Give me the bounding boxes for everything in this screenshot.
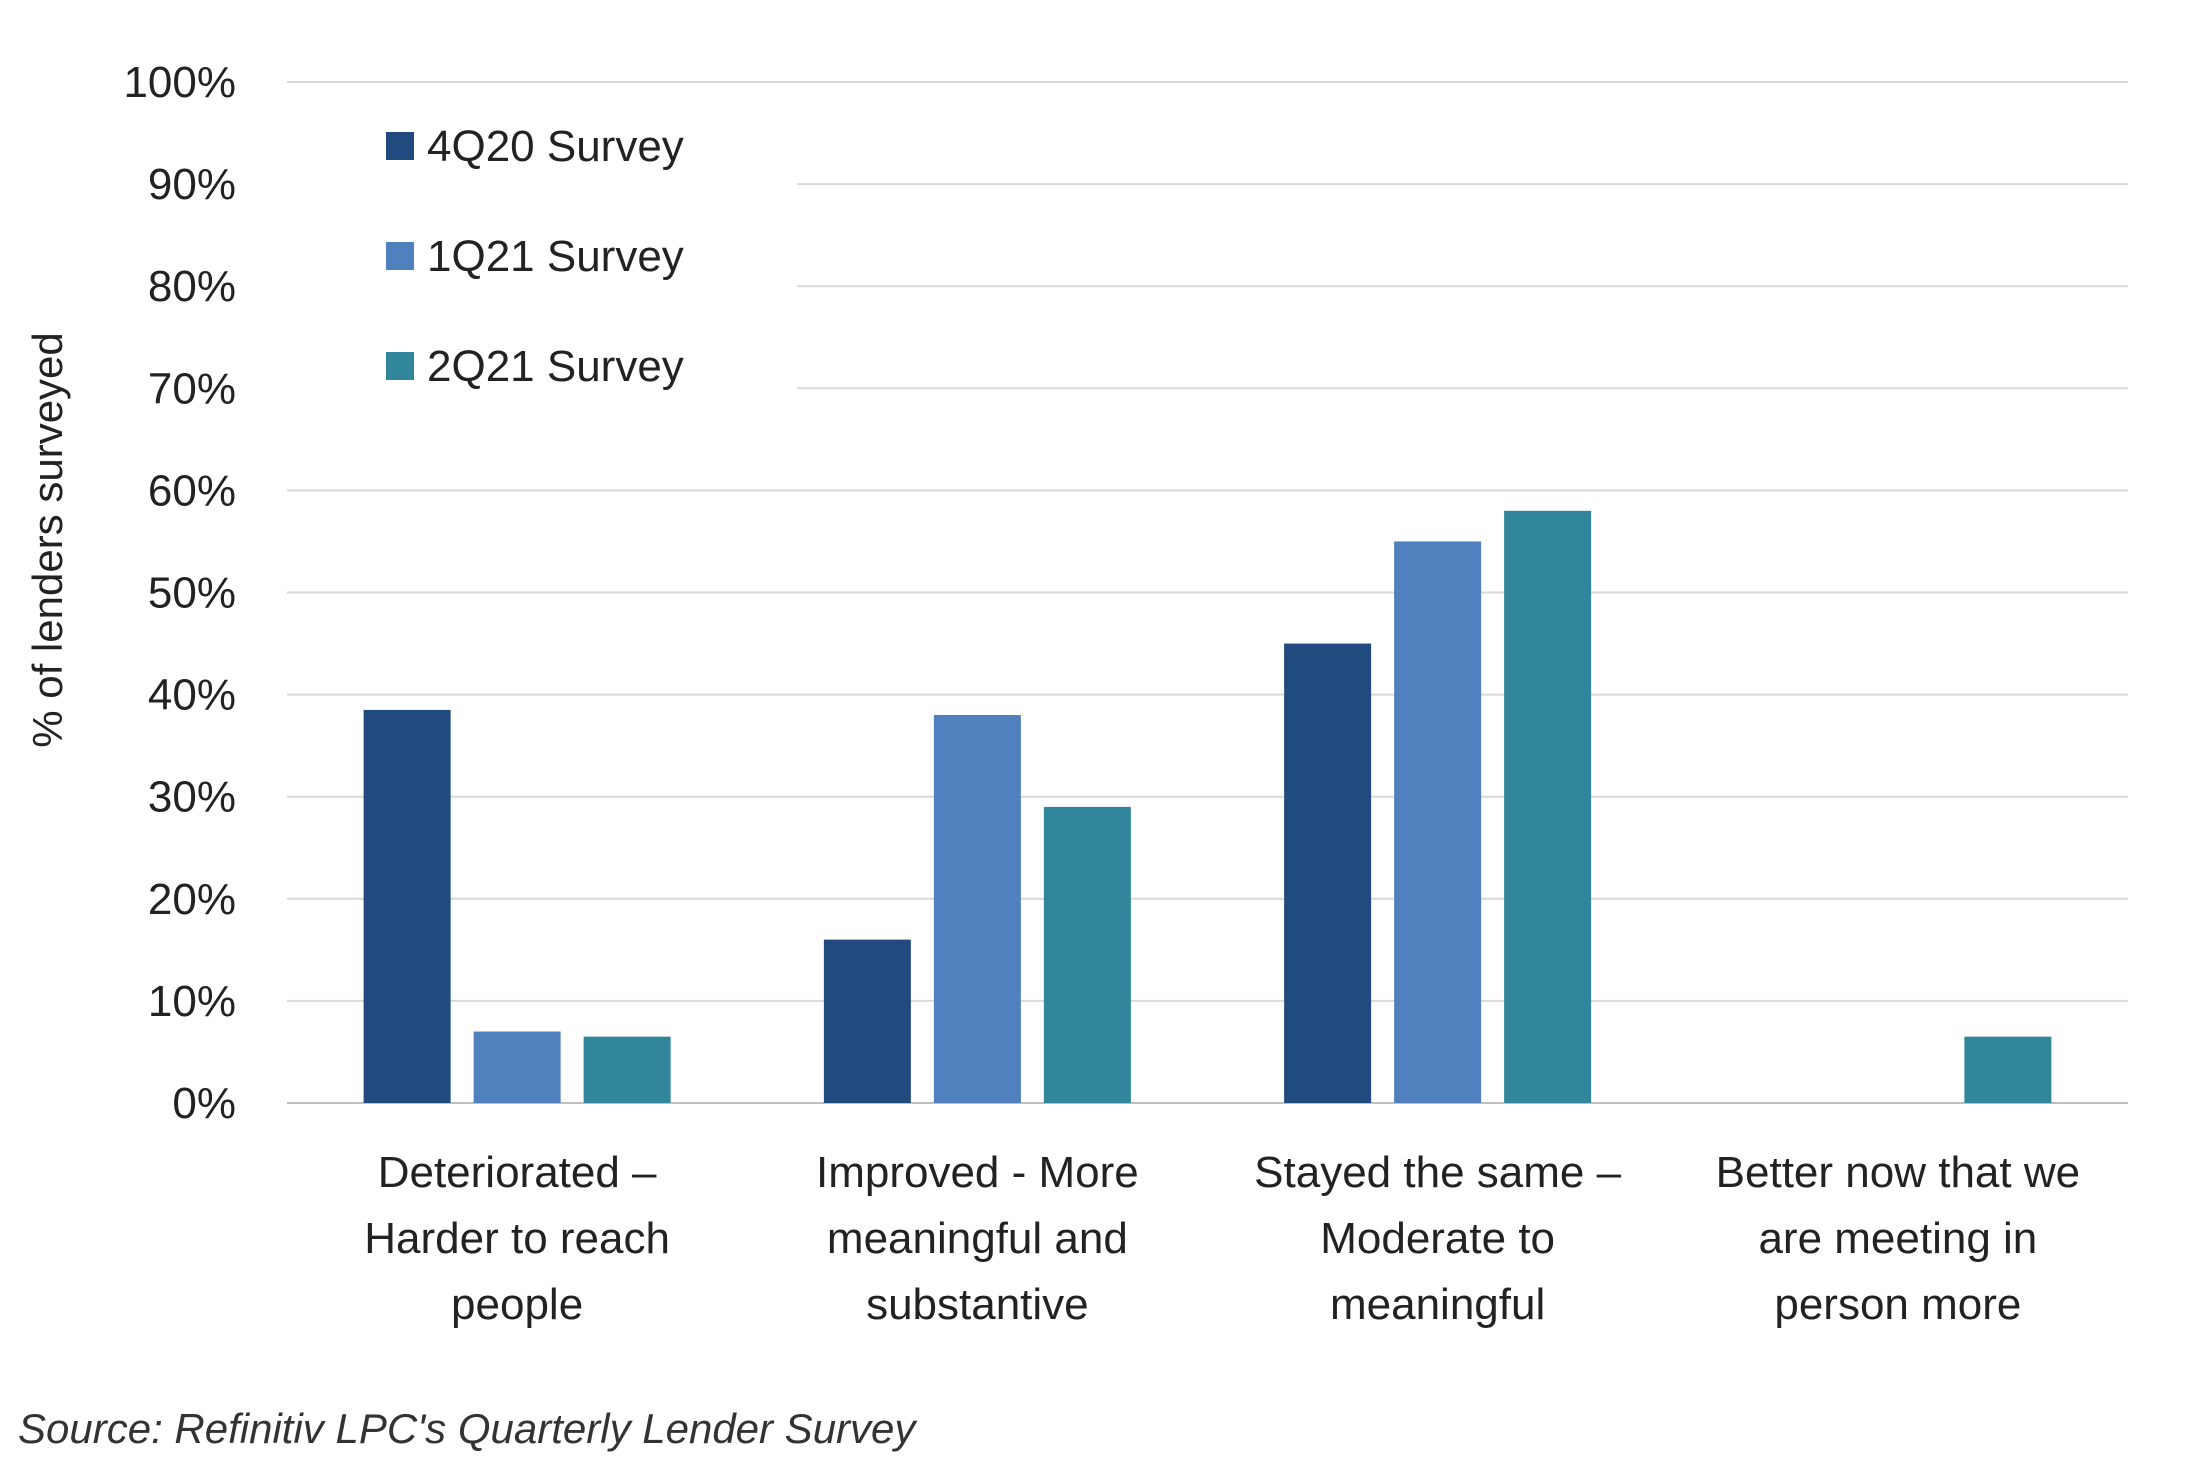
bar-1q21-survey-1 bbox=[473, 1031, 561, 1103]
y-tick-label: 40% bbox=[148, 671, 236, 720]
y-tick-label: 60% bbox=[148, 466, 236, 515]
y-tick-label: 50% bbox=[148, 569, 236, 618]
bar-1q21-survey-2 bbox=[933, 715, 1021, 1103]
bar-1q21-survey-3 bbox=[1394, 541, 1482, 1103]
legend-swatch bbox=[386, 242, 414, 270]
y-axis-title: % of lenders surveyed bbox=[24, 332, 71, 748]
x-category-label: Stayed the same – Moderate to meaningful bbox=[1254, 1148, 1621, 1329]
bar-4q20-survey-2 bbox=[823, 939, 911, 1103]
x-category-label: Deteriorated – Harder to reach people bbox=[364, 1148, 670, 1329]
legend-swatch bbox=[386, 352, 414, 380]
y-tick-label: 100% bbox=[123, 58, 236, 107]
legend-label: 2Q21 Survey bbox=[427, 342, 684, 391]
y-tick-label: 10% bbox=[148, 977, 236, 1026]
bar-2q21-survey-2 bbox=[1043, 806, 1131, 1103]
bar-2q21-survey-1 bbox=[583, 1036, 671, 1103]
bar-2q21-survey-3 bbox=[1504, 510, 1592, 1103]
y-tick-label: 80% bbox=[148, 262, 236, 311]
legend-swatch bbox=[386, 132, 414, 160]
y-tick-label: 70% bbox=[148, 364, 236, 413]
y-tick-label: 30% bbox=[148, 773, 236, 822]
y-tick-label: 0% bbox=[172, 1079, 236, 1128]
source-note: Source: Refinitiv LPC's Quarterly Lender… bbox=[18, 1405, 916, 1452]
y-axis-ticks: 0% 10% 20% 30% 40% 50% 60% 70% 80% 90% 100% bbox=[123, 58, 236, 1128]
bars bbox=[363, 510, 2052, 1103]
legend-label: 1Q21 Survey bbox=[427, 232, 684, 281]
bar-2q21-survey-4 bbox=[1964, 1036, 2052, 1103]
bar-4q20-survey-1 bbox=[363, 709, 451, 1103]
y-tick-label: 20% bbox=[148, 875, 236, 924]
bar-4q20-survey-3 bbox=[1284, 643, 1372, 1103]
x-axis-categories: Deteriorated – Harder to reach people Impro… bbox=[364, 1148, 2080, 1329]
x-category-label: Improved - More meaningful and substantive bbox=[816, 1148, 1139, 1329]
legend-label: 4Q20 Survey bbox=[427, 122, 684, 171]
gridlines bbox=[287, 81, 2128, 1104]
x-category-label: Better now that we are meeting in person m… bbox=[1716, 1148, 2080, 1329]
legend: 4Q20 Survey 1Q21 Survey 2Q21 Survey bbox=[386, 122, 684, 391]
y-tick-label: 90% bbox=[148, 160, 236, 209]
